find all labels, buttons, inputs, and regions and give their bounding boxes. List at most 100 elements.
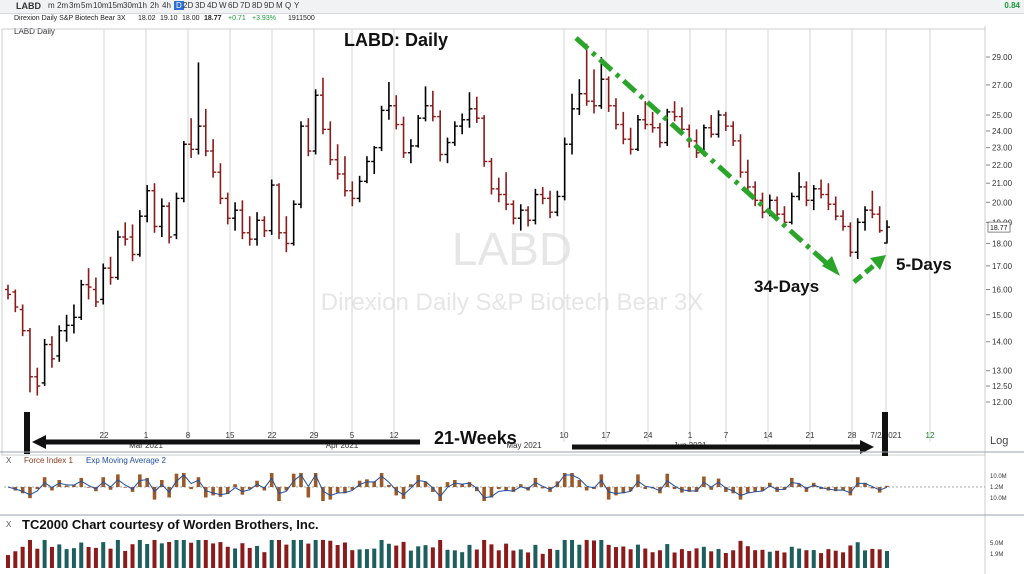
timeframe-Y[interactable]: Y xyxy=(294,1,300,10)
volume-bar xyxy=(548,548,553,568)
volume-bar xyxy=(679,549,684,568)
volume-close-x: X xyxy=(6,520,12,529)
volume-bar xyxy=(628,549,633,568)
volume-bar xyxy=(189,542,194,568)
volume-bar xyxy=(848,545,853,568)
volume-bar xyxy=(20,546,25,568)
force-index-bar xyxy=(72,484,76,487)
indicator-overlay-name: Exp Moving Average 2 xyxy=(86,456,166,465)
timeframe-30m[interactable]: 30m xyxy=(123,1,139,10)
volume-bar xyxy=(753,550,758,568)
volume-bar xyxy=(643,548,648,568)
timeframe-9D[interactable]: 9D xyxy=(264,1,275,10)
symbol-label[interactable]: LABD xyxy=(16,1,41,11)
force-ema-line xyxy=(7,473,888,499)
timeframe-M[interactable]: M xyxy=(276,1,283,10)
volume-bar xyxy=(401,541,406,568)
volume-bar xyxy=(526,552,531,568)
force-index-bar xyxy=(694,487,699,492)
volume-bar xyxy=(167,542,172,568)
timeframe-3m[interactable]: 3m xyxy=(69,1,81,10)
volume-bar xyxy=(342,542,347,568)
force-index-bar xyxy=(64,485,69,487)
last-price-box xyxy=(987,221,1011,233)
volume-bar xyxy=(423,545,428,568)
volume-bar xyxy=(123,550,128,568)
timeframe-m[interactable]: m xyxy=(48,1,55,10)
force-index-bar xyxy=(116,474,120,487)
month-label: Apr 2021 xyxy=(326,441,359,450)
timeframe-7D[interactable]: 7D xyxy=(240,1,251,10)
force-index-bar xyxy=(123,487,127,488)
volume-bar xyxy=(577,544,582,568)
force-index-bar xyxy=(401,487,406,499)
force-index-bar xyxy=(86,487,91,488)
force-index-bar xyxy=(540,487,545,489)
indicator-name: Force Index 1 xyxy=(24,456,73,465)
force-index-bar xyxy=(152,487,157,500)
force-index-bar xyxy=(672,487,677,490)
volume-bar xyxy=(86,547,91,568)
timeframe-8D[interactable]: 8D xyxy=(252,1,263,10)
volume-value: 1911500 xyxy=(288,15,315,22)
timeframe-4h[interactable]: 4h xyxy=(162,1,171,10)
x-tick-label: 22 xyxy=(268,431,277,440)
last-price-label: 18.77 xyxy=(990,225,1008,232)
timeframe-1h[interactable]: 1h xyxy=(138,1,147,10)
timeframe-10m[interactable]: 10m xyxy=(93,1,109,10)
timeframe-D[interactable]: D xyxy=(174,1,184,10)
volume-bar xyxy=(35,548,40,568)
timeframe-2m[interactable]: 2m xyxy=(57,1,69,10)
volume-bar xyxy=(152,540,157,568)
y-tick-label: 17.00 xyxy=(992,262,1013,271)
volume-bar xyxy=(335,545,340,568)
volume-bar xyxy=(731,550,736,568)
instrument-name: Direxion Daily S&P Biotech Bear 3X xyxy=(14,15,126,22)
y-tick-label: 14.00 xyxy=(992,338,1013,347)
force-index-bar xyxy=(350,487,355,490)
volume-bar xyxy=(826,549,831,568)
timeframe-2D[interactable]: 2D xyxy=(183,1,194,10)
timeframe-15m[interactable]: 15m xyxy=(108,1,124,10)
force-index-bar xyxy=(628,487,633,492)
panel-title[interactable]: LABD Daily xyxy=(14,27,55,36)
x-tick-label: 17 xyxy=(602,431,611,440)
watermark-symbol: LABD xyxy=(452,223,572,275)
volume-bar xyxy=(672,552,677,568)
timeframe-5m[interactable]: 5m xyxy=(81,1,93,10)
timeframe-3D[interactable]: 3D xyxy=(195,1,206,10)
volume-bar xyxy=(27,540,32,568)
volume-bar xyxy=(394,545,399,568)
open-value: 18.02 xyxy=(138,15,156,22)
timeframe-W[interactable]: W xyxy=(219,1,227,10)
force-index-bar xyxy=(357,480,362,487)
volume-bar xyxy=(474,549,479,568)
volume-bar xyxy=(79,542,84,568)
y-tick-label: 20.00 xyxy=(992,198,1013,207)
timeframe-Q[interactable]: Q xyxy=(285,1,292,10)
force-index-bar xyxy=(482,487,486,501)
force-index-bar xyxy=(50,487,54,491)
force-index-bar xyxy=(614,487,618,496)
volume-bar xyxy=(430,547,435,568)
timeframe-4D[interactable]: 4D xyxy=(207,1,218,10)
volume-bar xyxy=(137,540,142,568)
force-index-bar xyxy=(343,487,347,494)
volume-bar xyxy=(255,545,260,568)
timeframe-2h[interactable]: 2h xyxy=(150,1,159,10)
timeframe-6D[interactable]: 6D xyxy=(228,1,239,10)
x-tick-label: 7 xyxy=(724,431,729,440)
indicator-axis-label: 1.2M xyxy=(990,485,1003,491)
x-tick-label: 1 xyxy=(688,431,693,440)
y-tick-label: 18.00 xyxy=(992,239,1013,248)
volume-bar xyxy=(452,550,457,568)
force-index-bar xyxy=(211,487,215,496)
y-tick-label: 22.00 xyxy=(992,161,1013,170)
force-index-bar xyxy=(885,485,889,487)
volume-bar xyxy=(225,546,230,568)
y-tick-label: 21.00 xyxy=(992,179,1013,188)
trendline-5-days xyxy=(852,260,880,284)
x-tick-label: 14 xyxy=(764,431,773,440)
force-index-bar xyxy=(240,487,245,495)
